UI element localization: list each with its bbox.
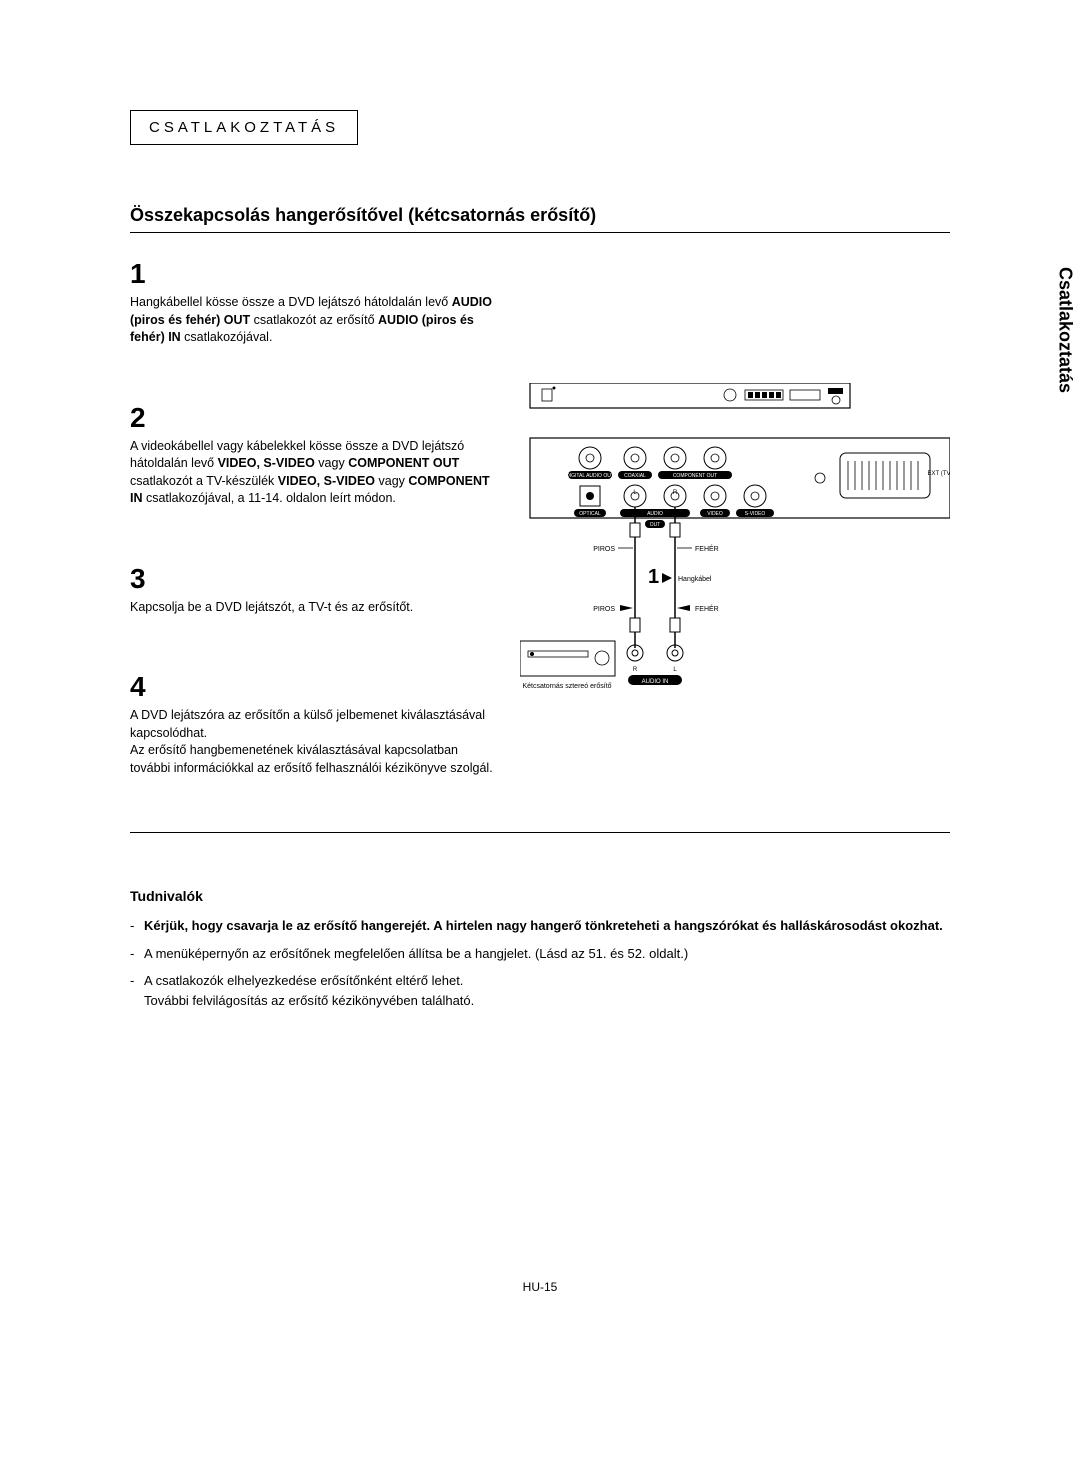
diagram-label: PIROS xyxy=(593,546,615,553)
diagram-label: COMPONENT OUT xyxy=(673,473,717,479)
text-run: A csatlakozók elhelyezkedése erősítőnkén… xyxy=(144,973,463,988)
note-item: Kérjük, hogy csavarja le az erősítő hang… xyxy=(130,916,950,936)
text-run: vagy xyxy=(315,456,348,470)
note-item: A csatlakozók elhelyezkedése erősítőnkén… xyxy=(130,971,950,1010)
note-item: A menüképernyőn az erősítőnek megfelelőe… xyxy=(130,944,950,964)
text-run: vagy xyxy=(375,474,408,488)
step-text: Az erősítő hangbemenetének kiválasztásáv… xyxy=(130,742,500,777)
notes-title: Tudnivalók xyxy=(130,888,950,904)
text-run: További felvilágosítás az erősítő kézikö… xyxy=(144,993,474,1008)
step-text: A DVD lejátszóra az erősítőn a külső jel… xyxy=(130,707,500,742)
diagram-label: COAXIAL xyxy=(624,473,646,479)
page-title: Összekapcsolás hangerősítővel (kétcsator… xyxy=(130,205,950,226)
step-text: Kapcsolja be a DVD lejátszót, a TV-t és … xyxy=(130,599,500,617)
diagram-label: R xyxy=(633,667,638,673)
connection-diagram: DIGITAL AUDIO OUT COAXIAL COMPONENT OUT … xyxy=(520,383,950,763)
diagram-step-arrow: 1 xyxy=(648,566,659,588)
diagram-label: OUT xyxy=(650,522,661,528)
step-number: 3 xyxy=(130,563,500,595)
steps-column: 1 Hangkábellel kösse össze a DVD lejátsz… xyxy=(130,258,500,832)
bold-run: VIDEO, S-VIDEO xyxy=(218,456,315,470)
step-4: 4 A DVD lejátszóra az erősítőn a külső j… xyxy=(130,671,500,777)
step-number: 2 xyxy=(130,402,500,434)
diagram-label: L xyxy=(673,667,677,673)
step-number: 4 xyxy=(130,671,500,703)
section-rule xyxy=(130,832,950,833)
text-run: Hangkábellel kösse össze a DVD lejátszó … xyxy=(130,295,452,309)
diagram-label: AUDIO xyxy=(647,511,663,517)
diagram-label: DIGITAL AUDIO OUT xyxy=(566,473,614,479)
diagram-label: FEHÉR xyxy=(695,604,719,613)
diagram-label: Kétcsatornás sztereó erősítő xyxy=(522,683,611,690)
diagram-label: OPTICAL xyxy=(579,511,601,517)
diagram-label: S-VIDEO xyxy=(745,511,766,517)
notes-list: Kérjük, hogy csavarja le az erősítő hang… xyxy=(130,916,950,1010)
text-run: csatlakozót az erősítő xyxy=(250,313,378,327)
step-1: 1 Hangkábellel kösse össze a DVD lejátsz… xyxy=(130,258,500,347)
section-label: CSATLAKOZTATÁS xyxy=(130,110,358,145)
text-run: csatlakozót a TV-készülék xyxy=(130,474,278,488)
bold-run: Kérjük, hogy csavarja le az erősítő hang… xyxy=(144,918,943,933)
bold-run: COMPONENT OUT xyxy=(348,456,459,470)
step-text: Hangkábellel kösse össze a DVD lejátszó … xyxy=(130,294,500,347)
text-run: csatlakozójával. xyxy=(181,330,273,344)
diagram-label: EXT (TV) xyxy=(928,471,950,477)
step-text: A videokábellel vagy kábelekkel kösse ös… xyxy=(130,438,500,508)
diagram-label: PIROS xyxy=(593,606,615,613)
text-run: csatlakozójával, a 11-14. oldalon leírt … xyxy=(143,491,396,505)
diagram-label: Hangkábel xyxy=(678,576,712,583)
diagram-label: VIDEO xyxy=(707,511,723,517)
diagram-column: DIGITAL AUDIO OUT COAXIAL COMPONENT OUT … xyxy=(520,258,950,832)
diagram-label: AUDIO IN xyxy=(642,679,669,685)
page-number: HU-15 xyxy=(130,1280,950,1294)
step-2: 2 A videokábellel vagy kábelekkel kösse … xyxy=(130,402,500,508)
diagram-label: R xyxy=(673,490,678,496)
title-rule xyxy=(130,232,950,233)
sidebar-tab: Csatlakoztatás xyxy=(1050,260,1080,400)
step-3: 3 Kapcsolja be a DVD lejátszót, a TV-t é… xyxy=(130,563,500,617)
diagram-label: FEHÉR xyxy=(695,544,719,553)
bold-run: VIDEO, S-VIDEO xyxy=(278,474,375,488)
page-content: CSATLAKOZTATÁS Összekapcsolás hangerősít… xyxy=(130,110,950,1294)
diagram-label: L xyxy=(633,490,637,496)
step-number: 1 xyxy=(130,258,500,290)
